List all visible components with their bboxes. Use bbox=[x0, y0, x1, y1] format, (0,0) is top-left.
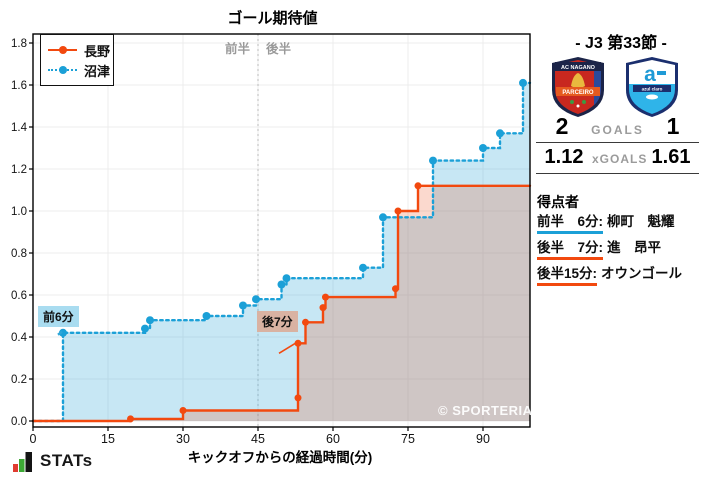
legend-label-numazu: 沼津 bbox=[84, 63, 111, 79]
svg-text:0: 0 bbox=[30, 432, 37, 446]
xg-step-chart: 0.0 0.2 0.4 0.6 0.8 1.0 1.2 1.4 1.6 1.8 0 15 30 45 60 7… bbox=[11, 33, 532, 446]
goals-label: GOALS bbox=[591, 123, 644, 137]
stats-brand-text: STATs bbox=[40, 451, 93, 470]
svg-text:45: 45 bbox=[251, 432, 265, 446]
legend-entry-nagano: 長野 bbox=[48, 40, 113, 60]
svg-text:1.6: 1.6 bbox=[11, 80, 27, 92]
scorer-time: 後半15分: bbox=[537, 262, 598, 286]
stats-bars-icon bbox=[13, 452, 32, 472]
svg-text:1.8: 1.8 bbox=[11, 38, 27, 50]
svg-text:AC NAGANO: AC NAGANO bbox=[561, 65, 596, 71]
stats-brand: STATs bbox=[12, 449, 93, 473]
svg-text:azul claro: azul claro bbox=[642, 87, 663, 92]
annotation-second-half-7min: 後7分 bbox=[257, 311, 298, 332]
scorers-title: 得点者 bbox=[537, 194, 579, 210]
annotation-first-half-6min: 前6分 bbox=[38, 306, 79, 327]
second-half-label: 後半 bbox=[266, 42, 292, 56]
svg-text:90: 90 bbox=[476, 432, 490, 446]
home-team-logo: AC NAGANO PARCEIRO bbox=[552, 57, 604, 117]
scorer-row: 後半15分: オウンゴール bbox=[537, 262, 682, 286]
xgoals-row: 1.12 xGOALS 1.61 bbox=[536, 146, 699, 174]
away-goals: 1 bbox=[666, 113, 680, 139]
x-axis-title: キックオフからの経過時間(分) bbox=[187, 450, 373, 465]
scorer-time: 前半 6分: bbox=[537, 210, 604, 234]
svg-text:1.2: 1.2 bbox=[11, 164, 27, 176]
scorer-row: 後半 7分: 進 昂平 bbox=[537, 236, 661, 260]
scorer-row: 前半 6分: 柳町 魁耀 bbox=[537, 210, 675, 234]
away-xgoals: 1.61 bbox=[651, 146, 691, 168]
svg-text:0.4: 0.4 bbox=[11, 332, 28, 344]
svg-text:0.8: 0.8 bbox=[11, 248, 27, 260]
chart-title: ゴール期待値 bbox=[227, 10, 318, 27]
nagano-line-sample bbox=[48, 45, 77, 55]
sporteria-watermark: © SPORTERIA bbox=[438, 403, 533, 418]
scorer-name: 進 昂平 bbox=[607, 240, 662, 255]
svg-text:0.2: 0.2 bbox=[11, 374, 27, 386]
svg-text:1.4: 1.4 bbox=[11, 122, 28, 134]
svg-text:PARCEIRO: PARCEIRO bbox=[562, 90, 594, 96]
numazu-line-sample bbox=[48, 65, 77, 75]
chart-legend: 長野 沼津 bbox=[40, 34, 114, 86]
svg-text:60: 60 bbox=[326, 432, 340, 446]
svg-text:15: 15 bbox=[101, 432, 115, 446]
first-half-label: 前半 bbox=[224, 42, 250, 56]
match-header: - J3 第33節 - bbox=[575, 35, 667, 52]
score-row: 2 GOALS 1 bbox=[536, 113, 699, 143]
svg-text:0.6: 0.6 bbox=[11, 290, 27, 302]
scorer-name: オウンゴール bbox=[601, 266, 683, 281]
legend-label-nagano: 長野 bbox=[84, 43, 111, 59]
svg-text:0.0: 0.0 bbox=[11, 416, 27, 428]
svg-text:30: 30 bbox=[176, 432, 190, 446]
svg-text:75: 75 bbox=[401, 432, 415, 446]
xgoals-label: xGOALS bbox=[592, 152, 648, 166]
scorer-name: 柳町 魁耀 bbox=[607, 214, 675, 229]
svg-text:a: a bbox=[644, 63, 656, 86]
scorer-time: 後半 7分: bbox=[537, 236, 604, 260]
svg-text:1.0: 1.0 bbox=[11, 206, 27, 218]
home-goals: 2 bbox=[555, 113, 569, 139]
legend-entry-numazu: 沼津 bbox=[48, 60, 113, 80]
home-xgoals: 1.12 bbox=[544, 146, 584, 168]
away-team-logo: a azul claro bbox=[626, 57, 678, 117]
